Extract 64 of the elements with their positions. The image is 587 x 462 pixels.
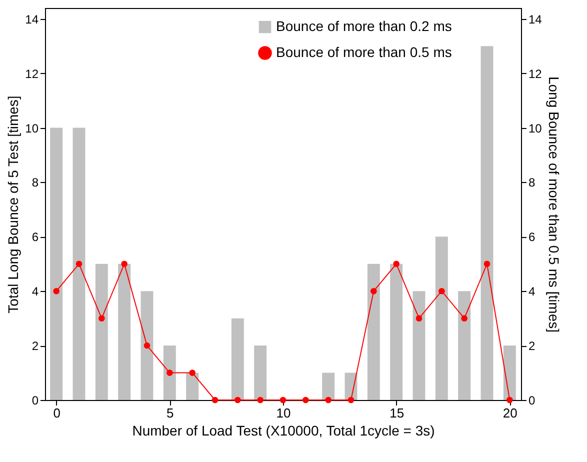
point xyxy=(257,396,264,404)
bar xyxy=(72,128,86,400)
bar xyxy=(231,318,244,400)
x-tick-label: 5 xyxy=(166,406,174,420)
y2-tick-label: 14 xyxy=(528,12,542,26)
x-tick-label: 0 xyxy=(53,406,60,420)
y-axis-title: Total Long Bounce of 5 Test [times] xyxy=(5,96,22,314)
x-axis-title: Number of Load Test (X10000, Total 1cycle = 3s) xyxy=(132,422,435,438)
point xyxy=(189,370,196,376)
point xyxy=(144,342,150,349)
bar xyxy=(367,264,380,400)
point xyxy=(325,396,332,404)
x-tick-label: 15 xyxy=(390,406,404,420)
legend-label: Bounce of more than 0.2 ms xyxy=(276,18,452,34)
y2-axis-title: Long Bounce of more than 0.5 ms [times] xyxy=(546,76,562,333)
bar xyxy=(163,346,176,400)
x-tick-label: 20 xyxy=(502,406,518,420)
bar xyxy=(95,264,108,400)
point xyxy=(121,260,128,268)
y2-tick-label: 10 xyxy=(528,121,542,136)
point xyxy=(302,396,309,404)
bar xyxy=(458,291,471,400)
y-tick-label: 2 xyxy=(32,339,39,354)
point xyxy=(416,315,422,322)
y2-tick-label: 6 xyxy=(528,230,536,244)
point xyxy=(280,396,286,404)
bar xyxy=(186,372,199,400)
y-tick-label: 14 xyxy=(25,12,39,26)
y-tick-label: 12 xyxy=(25,66,39,81)
x-tick-label: 10 xyxy=(276,406,291,420)
bar xyxy=(254,346,267,400)
point xyxy=(484,260,490,268)
point xyxy=(348,396,354,404)
point xyxy=(393,260,400,268)
point xyxy=(166,370,173,376)
bar xyxy=(480,46,494,400)
bar xyxy=(118,264,131,400)
point xyxy=(53,288,60,294)
point xyxy=(506,396,513,404)
point xyxy=(76,260,82,268)
y2-tick-label: 4 xyxy=(528,284,536,299)
point xyxy=(370,288,377,294)
bar xyxy=(140,291,154,400)
y-tick-label: 4 xyxy=(32,284,39,299)
bar xyxy=(435,236,448,400)
y2-tick-label: 2 xyxy=(528,339,536,354)
legend-label: Bounce of more than 0.5 ms xyxy=(276,44,452,60)
y2-tick-label: 8 xyxy=(528,176,536,190)
point xyxy=(461,315,468,322)
bar xyxy=(50,128,63,400)
point xyxy=(234,396,241,404)
point xyxy=(98,315,105,322)
y-tick-label: 8 xyxy=(32,176,39,190)
bar xyxy=(503,346,516,400)
y2-tick-label: 0 xyxy=(528,394,536,408)
y-tick-label: 10 xyxy=(25,121,39,136)
bar xyxy=(322,372,335,400)
y2-tick-label: 12 xyxy=(528,66,542,81)
y-tick-label: 0 xyxy=(32,394,39,408)
point xyxy=(438,288,445,294)
bar xyxy=(412,291,426,400)
point xyxy=(212,396,218,404)
bar xyxy=(390,264,403,400)
y-tick-label: 6 xyxy=(32,230,39,244)
